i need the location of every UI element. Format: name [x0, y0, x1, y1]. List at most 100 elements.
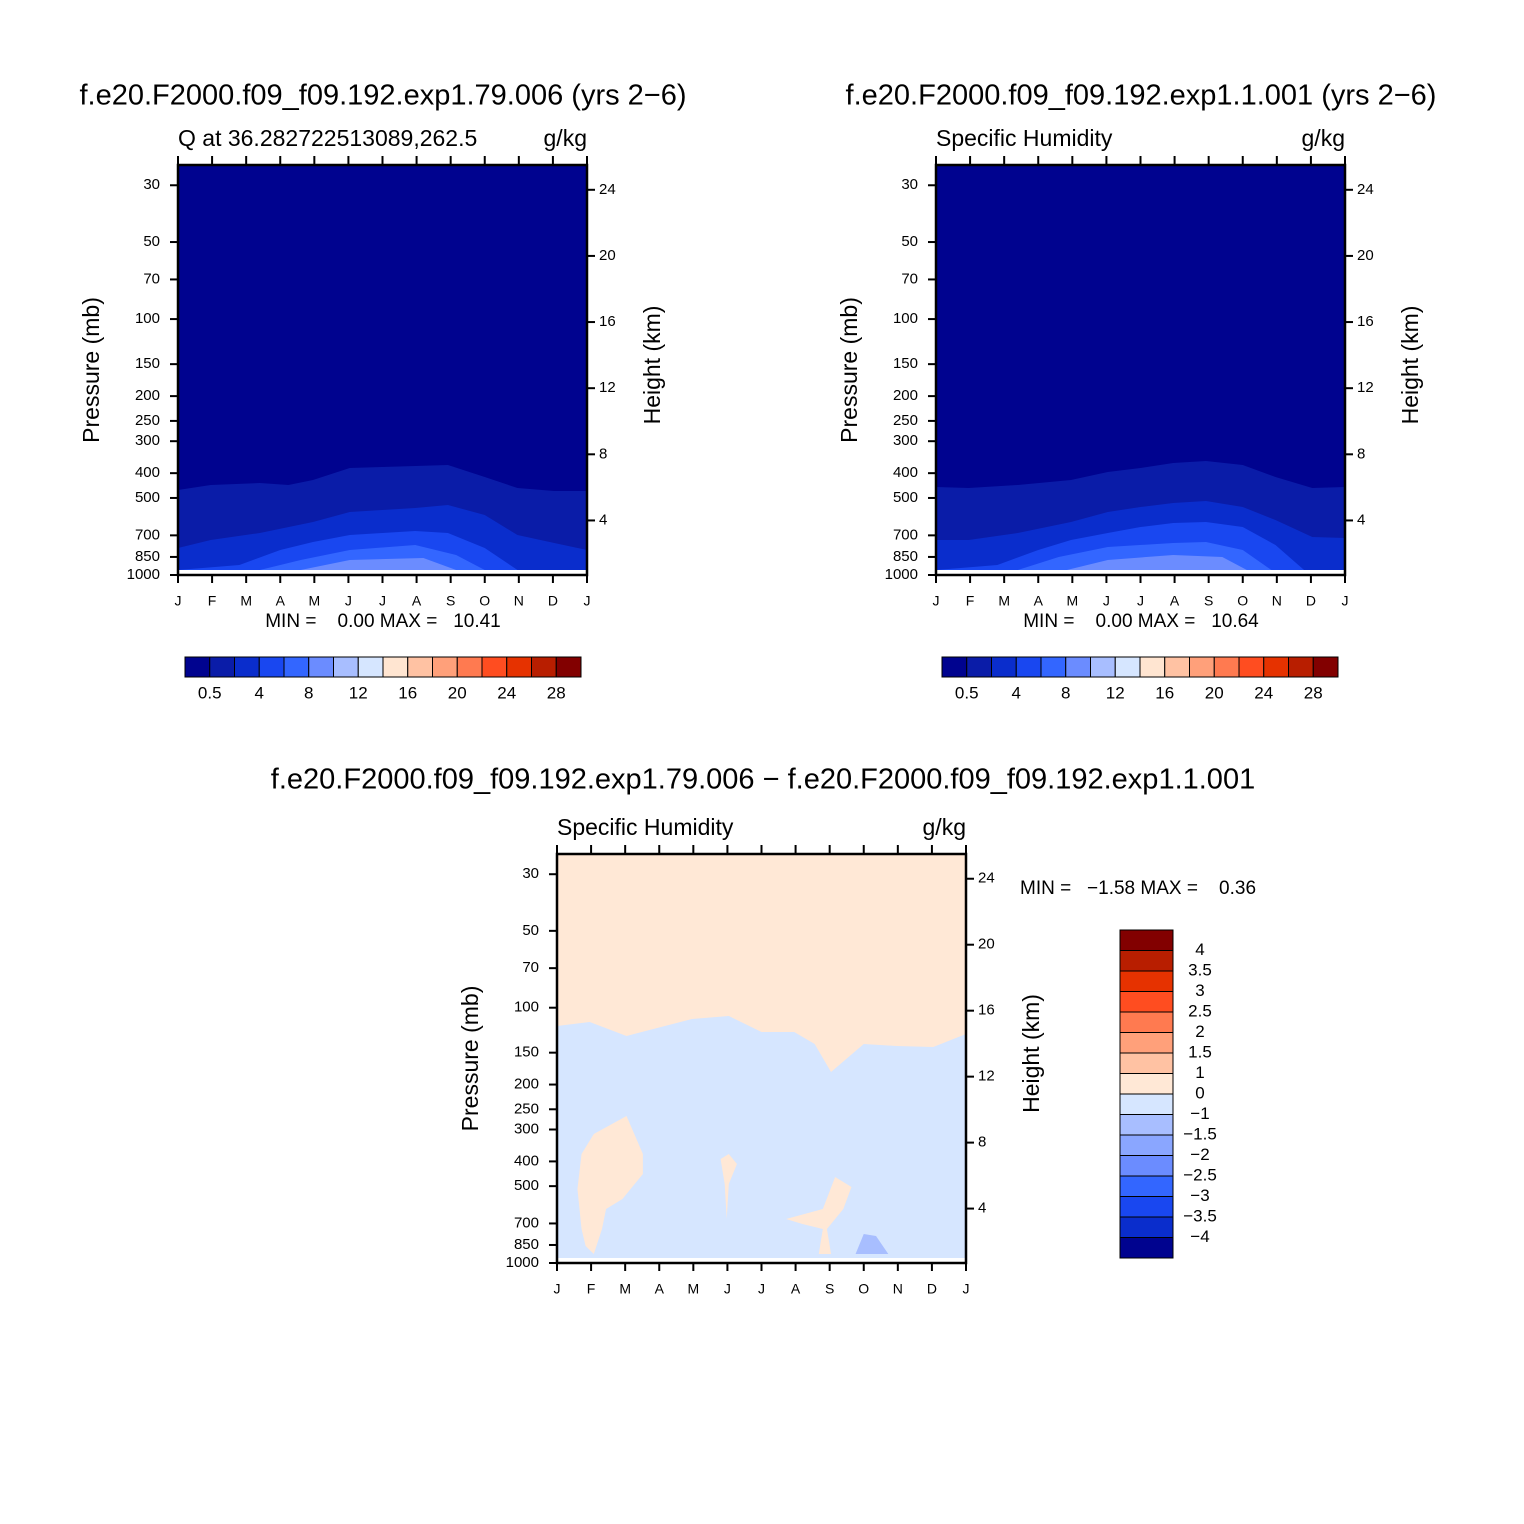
contour-fill [300, 558, 457, 570]
colorbar-box [1238, 656, 1265, 678]
min-max: MIN = −1.58 MAX = 0.36 [1020, 878, 1256, 899]
y2-tick-label: 8 [599, 445, 607, 462]
colorbar-box [1119, 929, 1174, 951]
right-label: g/kg [544, 125, 587, 151]
right-label: g/kg [923, 814, 966, 840]
y2-tick-label: 8 [978, 1134, 986, 1151]
colorbar-box [1139, 656, 1166, 678]
colorbar-box [1263, 656, 1289, 678]
x-tick-label: N [1272, 593, 1282, 609]
y2-tick-label: 16 [1357, 313, 1374, 330]
colorbar-box [555, 656, 582, 678]
y-axis-title: Pressure (mb) [457, 986, 483, 1132]
contour-fill [1066, 555, 1247, 570]
x-tick-label: D [548, 593, 558, 609]
colorbar-box [432, 656, 458, 678]
colorbar-box [1119, 1237, 1174, 1259]
colorbar-box [1119, 1216, 1174, 1238]
colorbar-box [1119, 970, 1174, 992]
x-tick-label: J [1103, 593, 1110, 609]
x-tick-label: J [584, 593, 591, 609]
y-tick-label: 250 [135, 412, 160, 429]
y2-tick-label: 24 [978, 870, 995, 887]
y-tick-label: 250 [893, 412, 918, 429]
y-tick-label: 50 [143, 233, 160, 250]
colorbar-label: 12 [1106, 683, 1125, 702]
y2-tick-label: 8 [1357, 445, 1365, 462]
x-tick-label: J [1137, 593, 1144, 609]
y-tick-label: 150 [893, 355, 918, 372]
x-tick-label: S [1204, 593, 1213, 609]
colorbar-box [1040, 656, 1067, 678]
panel: f.e20.F2000.f09_f09.192.exp1.1.001 (yrs … [836, 80, 1436, 703]
colorbar-label: 0.5 [198, 683, 222, 702]
colorbar-box [456, 656, 483, 678]
colorbar-label: −2 [1190, 1145, 1209, 1164]
colorbar-label: 0 [1195, 1083, 1204, 1102]
colorbar-box [1015, 656, 1042, 678]
colorbar-label: 24 [497, 683, 516, 702]
colorbar-box [382, 656, 409, 678]
y-tick-label: 200 [893, 387, 918, 404]
colorbar-label: 2.5 [1188, 1001, 1212, 1020]
contour-fill [577, 1116, 643, 1254]
colorbar-label: 20 [448, 683, 467, 702]
colorbar-box [407, 656, 433, 678]
y-tick-label: 1000 [506, 1254, 539, 1271]
colorbar-box [1065, 656, 1091, 678]
y-tick-label: 150 [514, 1044, 539, 1061]
missing-data [178, 570, 587, 575]
y-tick-label: 850 [135, 548, 160, 565]
x-tick-label: S [446, 593, 455, 609]
panel-title: f.e20.F2000.f09_f09.192.exp1.1.001 (yrs … [846, 80, 1437, 112]
y-tick-label: 200 [514, 1076, 539, 1093]
x-tick-label: J [379, 593, 386, 609]
x-tick-label: O [858, 1281, 869, 1297]
y-tick-label: 300 [135, 432, 160, 449]
min-max: MIN = 0.00 MAX = 10.64 [1023, 611, 1259, 632]
x-tick-label: D [1306, 593, 1316, 609]
y2-axis-title: Height (km) [1397, 306, 1423, 425]
x-tick-label: J [963, 1281, 970, 1297]
x-tick-label: J [345, 593, 352, 609]
y2-axis-title: Height (km) [639, 306, 665, 425]
colorbar-box [308, 656, 334, 678]
y-tick-label: 500 [514, 1177, 539, 1194]
colorbar-label: 12 [349, 683, 368, 702]
colorbar-label: 16 [398, 683, 417, 702]
y-tick-label: 70 [901, 270, 918, 287]
y2-axis-title: Height (km) [1018, 994, 1044, 1113]
x-tick-label: M [1066, 593, 1078, 609]
y2-tick-label: 4 [599, 511, 607, 528]
left-label: Specific Humidity [557, 814, 734, 840]
colorbar-box [941, 656, 968, 678]
y-tick-label: 1000 [127, 566, 160, 583]
colorbar-box [481, 656, 508, 678]
y2-tick-label: 12 [1357, 379, 1374, 396]
x-tick-label: D [927, 1281, 937, 1297]
contour-fill [855, 1234, 889, 1254]
y2-tick-label: 16 [599, 313, 616, 330]
colorbar-box [1114, 656, 1141, 678]
x-tick-label: N [893, 1281, 903, 1297]
colorbar-label: 0.5 [955, 683, 979, 702]
colorbar-label: 8 [304, 683, 313, 702]
x-tick-label: N [514, 593, 524, 609]
x-tick-label: A [655, 1281, 665, 1297]
colorbar-label: 1 [1195, 1063, 1204, 1082]
x-tick-label: S [825, 1281, 834, 1297]
y-tick-label: 100 [514, 999, 539, 1016]
y-tick-label: 50 [901, 233, 918, 250]
y-tick-label: 500 [135, 489, 160, 506]
colorbar-box [258, 656, 285, 678]
y-tick-label: 400 [135, 464, 160, 481]
colorbar-box [1312, 656, 1339, 678]
x-tick-label: M [998, 593, 1010, 609]
colorbar-label: −3 [1190, 1186, 1209, 1205]
y2-tick-label: 24 [1357, 181, 1374, 198]
colorbar-label: 2 [1195, 1022, 1204, 1041]
y-tick-label: 250 [514, 1100, 539, 1117]
x-tick-label: A [791, 1281, 801, 1297]
y2-tick-label: 16 [978, 1002, 995, 1019]
colorbar-label: 4 [255, 683, 264, 702]
